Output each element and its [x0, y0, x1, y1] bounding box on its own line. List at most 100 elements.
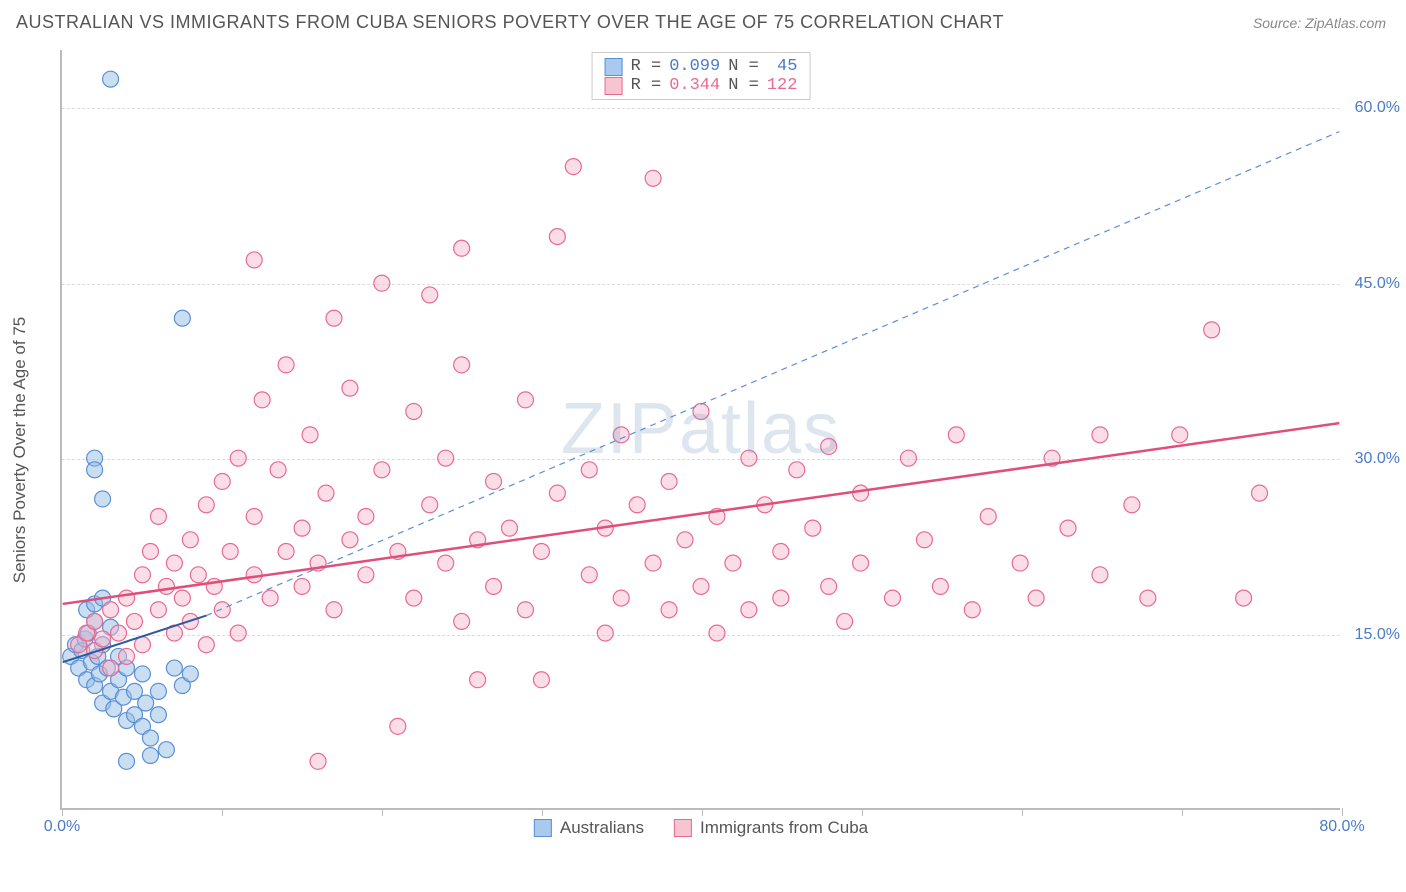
data-point — [517, 602, 533, 618]
data-point — [645, 170, 661, 186]
x-tick — [1342, 808, 1343, 816]
data-point — [533, 543, 549, 559]
data-point — [1252, 485, 1268, 501]
x-tick-label: 0.0% — [44, 818, 80, 836]
data-point — [294, 520, 310, 536]
data-point — [103, 602, 119, 618]
data-point — [166, 555, 182, 571]
legend-item-cuba: Immigrants from Cuba — [674, 818, 868, 838]
data-point — [103, 71, 119, 87]
data-point — [1092, 567, 1108, 583]
data-point — [821, 578, 837, 594]
data-point — [422, 497, 438, 513]
chart-container: Seniors Poverty Over the Age of 75 ZIPat… — [60, 50, 1390, 850]
x-tick — [702, 808, 703, 816]
data-point — [821, 439, 837, 455]
y-tick-label: 45.0% — [1355, 275, 1400, 293]
x-tick — [1022, 808, 1023, 816]
data-point — [565, 159, 581, 175]
x-tick — [222, 808, 223, 816]
data-point — [502, 520, 518, 536]
data-point — [789, 462, 805, 478]
plot-area: ZIPatlas R = 0.099 N = 45 R = 0.344 N = … — [60, 50, 1340, 810]
trend-line-extrapolated — [206, 132, 1339, 616]
data-point — [198, 497, 214, 513]
data-point — [454, 357, 470, 373]
legend-row-1: R = 0.099 N = 45 — [605, 57, 798, 76]
data-point — [342, 532, 358, 548]
data-point — [230, 625, 246, 641]
data-point — [613, 427, 629, 443]
data-point — [629, 497, 645, 513]
data-point — [111, 625, 127, 641]
x-tick-label: 80.0% — [1319, 818, 1364, 836]
data-point — [254, 392, 270, 408]
data-point — [486, 473, 502, 489]
data-point — [262, 590, 278, 606]
data-point — [142, 748, 158, 764]
data-point — [885, 590, 901, 606]
data-point — [95, 631, 111, 647]
legend-r-value-2: 0.344 — [669, 76, 720, 95]
data-point — [1028, 590, 1044, 606]
legend-label-australians: Australians — [560, 818, 644, 838]
data-point — [964, 602, 980, 618]
legend-n-label-2: N = — [728, 76, 759, 95]
y-tick-label: 60.0% — [1355, 99, 1400, 117]
data-point — [677, 532, 693, 548]
data-point — [278, 543, 294, 559]
data-point — [1204, 322, 1220, 338]
data-point — [1124, 497, 1140, 513]
data-point — [645, 555, 661, 571]
data-point — [142, 730, 158, 746]
data-point — [138, 695, 154, 711]
data-point — [358, 508, 374, 524]
x-tick — [862, 808, 863, 816]
data-point — [198, 637, 214, 653]
data-point — [158, 578, 174, 594]
data-point — [517, 392, 533, 408]
legend-r-label-2: R = — [631, 76, 662, 95]
swatch-series-1 — [605, 58, 623, 76]
data-point — [693, 578, 709, 594]
data-point — [661, 473, 677, 489]
data-point — [190, 567, 206, 583]
data-point — [853, 555, 869, 571]
x-tick — [62, 808, 63, 816]
data-point — [773, 543, 789, 559]
data-point — [134, 666, 150, 682]
data-point — [1172, 427, 1188, 443]
data-point — [438, 450, 454, 466]
data-point — [725, 555, 741, 571]
data-point — [741, 450, 757, 466]
data-point — [214, 602, 230, 618]
data-point — [470, 672, 486, 688]
source-attribution: Source: ZipAtlas.com — [1253, 15, 1386, 31]
data-point — [374, 462, 390, 478]
y-tick-label: 30.0% — [1355, 450, 1400, 468]
data-point — [87, 462, 103, 478]
data-point — [127, 613, 143, 629]
data-point — [95, 491, 111, 507]
data-point — [310, 753, 326, 769]
data-point — [150, 508, 166, 524]
data-point — [222, 543, 238, 559]
data-point — [246, 252, 262, 268]
y-tick-label: 15.0% — [1355, 626, 1400, 644]
legend-r-label-1: R = — [631, 57, 662, 76]
data-point — [390, 718, 406, 734]
data-point — [581, 567, 597, 583]
data-point — [302, 427, 318, 443]
swatch-series-2 — [605, 77, 623, 95]
data-point — [709, 625, 725, 641]
data-point — [661, 602, 677, 618]
data-point — [741, 602, 757, 618]
data-point — [326, 602, 342, 618]
data-point — [1140, 590, 1156, 606]
data-point — [150, 602, 166, 618]
data-point — [230, 450, 246, 466]
data-point — [326, 310, 342, 326]
data-point — [142, 543, 158, 559]
data-point — [805, 520, 821, 536]
data-point — [174, 310, 190, 326]
